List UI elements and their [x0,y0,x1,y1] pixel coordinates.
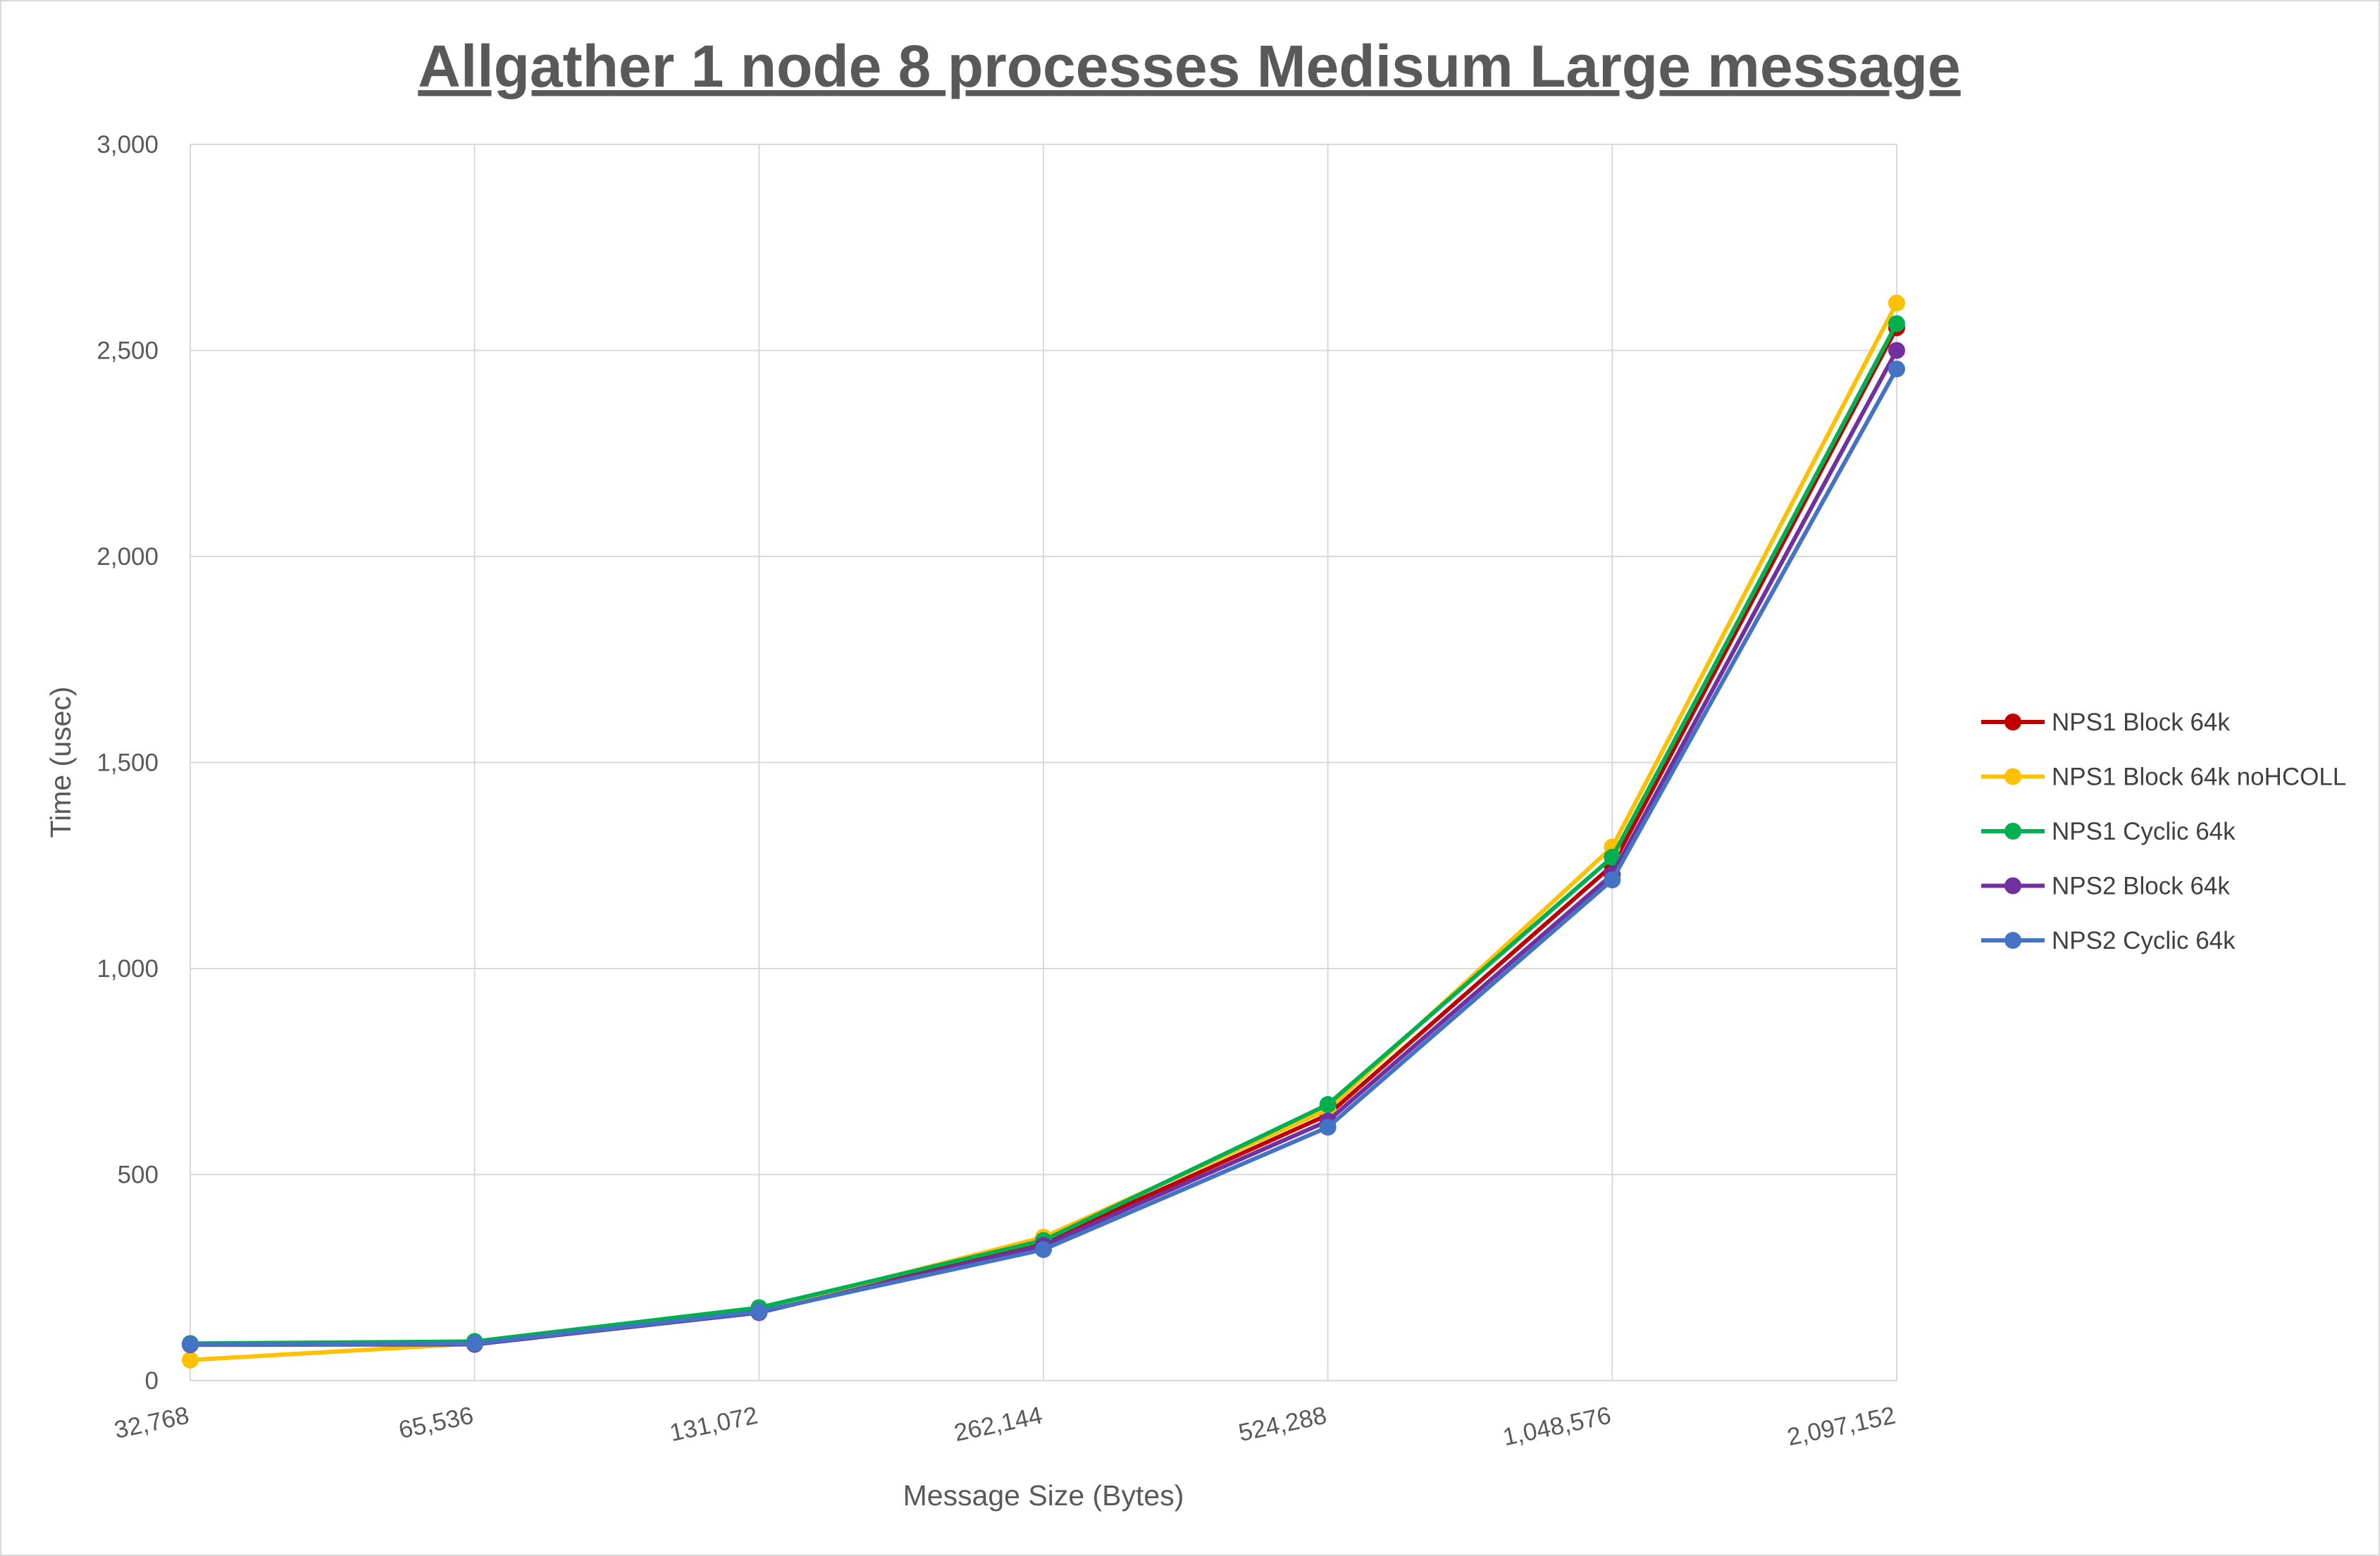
y-axis-label: Time (usec) [44,687,77,838]
legend-label: NPS1 Block 64k noHCOLL [2052,764,2346,791]
x-axis-label: Message Size (Bytes) [903,1479,1184,1512]
y-tick-label: 0 [145,1367,159,1395]
series-nps2-cyclic-64k [182,360,1905,1353]
legend-label: NPS2 Block 64k [2052,873,2230,900]
legend-label: NPS1 Block 64k [2052,709,2230,736]
y-tick-label: 3,000 [97,131,159,158]
legend-item-nps1-block-64k: NPS1 Block 64k [1981,709,2230,736]
y-tick-label: 500 [118,1162,159,1189]
data-point [1319,1096,1337,1114]
legend-item-nps2-block-64k: NPS2 Block 64k [1981,873,2230,900]
legend-item-nps1-block-64k-nohcoll: NPS1 Block 64k noHCOLL [1981,764,2346,791]
legend-label: NPS1 Cyclic 64k [2052,818,2236,845]
legend: NPS1 Block 64k NPS1 Block 64k noHCOLL NPS1… [1981,709,2346,954]
y-tick-label: 1,500 [97,749,159,777]
data-point [1035,1240,1052,1258]
y-tick-label: 2,000 [97,543,159,571]
legend-marker [2004,932,2021,949]
chart-title: Allgather 1 node 8 processes Medisum Lar… [418,33,1961,99]
data-point [750,1303,768,1321]
legend-marker [2004,768,2021,785]
data-point [182,1336,199,1353]
legend-label: NPS2 Cyclic 64k [2052,927,2236,954]
data-point [1604,849,1621,866]
legend-marker [2004,877,2021,895]
legend-item-nps1-cyclic-64k: NPS1 Cyclic 64k [1981,818,2236,845]
data-point [182,1351,199,1369]
y-tick-label: 2,500 [97,337,159,365]
legend-marker [2004,714,2021,730]
data-point [1319,1119,1337,1136]
data-point [1888,360,1905,378]
series-group [182,294,1905,1369]
data-point [1888,315,1905,332]
data-point [1604,871,1621,889]
y-axis-ticks: 0 500 1,000 1,500 2,000 2,500 3,000 [97,131,159,1395]
legend-marker [2004,823,2021,840]
legend-item-nps2-cyclic-64k: NPS2 Cyclic 64k [1981,927,2236,954]
data-point [466,1335,483,1352]
data-point [1888,342,1905,359]
y-tick-label: 1,000 [97,955,159,983]
data-point [1888,294,1905,312]
